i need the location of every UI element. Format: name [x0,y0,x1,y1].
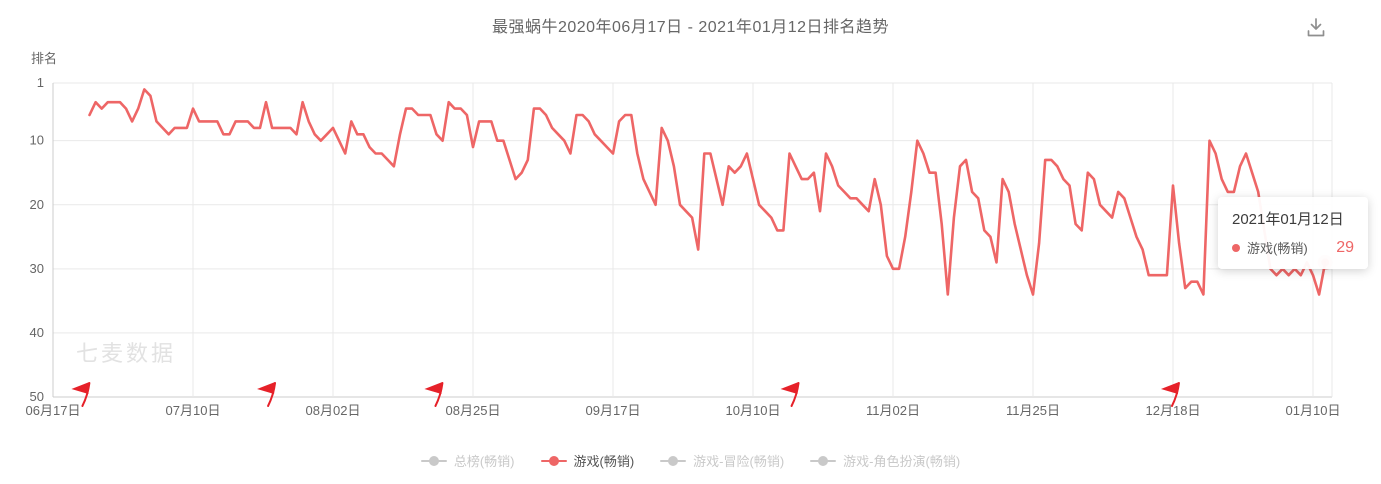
y-tick-label: 10 [30,133,44,148]
milestone-flag-icon[interactable] [71,382,91,407]
y-tick-label: 40 [30,325,44,340]
legend-label: 游戏-角色扮演(畅销) [843,454,961,469]
milestone-flag-icon[interactable] [1160,382,1180,407]
milestone-flag-icon[interactable] [424,382,444,407]
x-tick-label: 01月10日 [1286,403,1341,418]
tooltip: 2021年01月12日 游戏(畅销) 29 [1218,197,1368,269]
x-tick-label: 09月17日 [586,403,641,418]
series-dot-icon [1232,243,1240,252]
x-tick-label: 08月25日 [446,403,501,418]
x-tick-label: 11月25日 [1006,403,1060,418]
legend-marker-icon [660,455,687,466]
x-tick-label: 10月10日 [726,403,781,418]
tooltip-value: 29 [1336,238,1354,256]
y-tick-label: 50 [30,389,44,404]
legend-item-游戏-冒险(畅销)[interactable]: 游戏-冒险(畅销) [660,451,784,470]
x-tick-label: 06月17日 [26,403,81,418]
series-line-游戏畅销[interactable] [88,88,1327,296]
legend-item-总榜(畅销)[interactable]: 总榜(畅销) [420,451,515,470]
legend: 总榜(畅销) 游戏(畅销) 游戏-冒险(畅销) 游戏-角色扮演(畅销) [0,451,1381,470]
legend-marker-icon [540,455,567,466]
x-tick-label: 07月10日 [166,403,221,418]
chart-title: 最强蜗牛2020年06月17日 - 2021年01月12日排名趋势 [491,19,890,36]
legend-label: 游戏(畅销) [573,454,635,469]
download-icon[interactable] [1303,14,1329,42]
tooltip-date: 2021年01月12日 [1232,211,1344,228]
legend-marker-icon [810,455,837,466]
x-tick-label: 08月02日 [306,403,361,418]
y-axis-title: 排名 [31,51,58,66]
legend-label: 游戏-冒险(畅销) [693,454,785,469]
x-tick-label: 11月02日 [866,403,920,418]
x-tick-label: 12月18日 [1146,403,1201,418]
y-tick-label: 20 [30,197,44,212]
legend-item-游戏-角色扮演(畅销)[interactable]: 游戏-角色扮演(畅销) [810,451,960,470]
legend-marker-icon [420,455,447,466]
milestone-flag-icon[interactable] [257,382,277,407]
y-tick-label: 1 [37,75,44,90]
y-tick-label: 30 [30,261,44,276]
legend-item-游戏(畅销)[interactable]: 游戏(畅销) [540,451,635,470]
watermark: 七麦数据 [76,341,177,366]
tooltip-series-label: 游戏(畅销) [1247,241,1308,256]
legend-label: 总榜(畅销) [453,454,515,469]
milestone-flag-icon[interactable] [780,382,800,407]
